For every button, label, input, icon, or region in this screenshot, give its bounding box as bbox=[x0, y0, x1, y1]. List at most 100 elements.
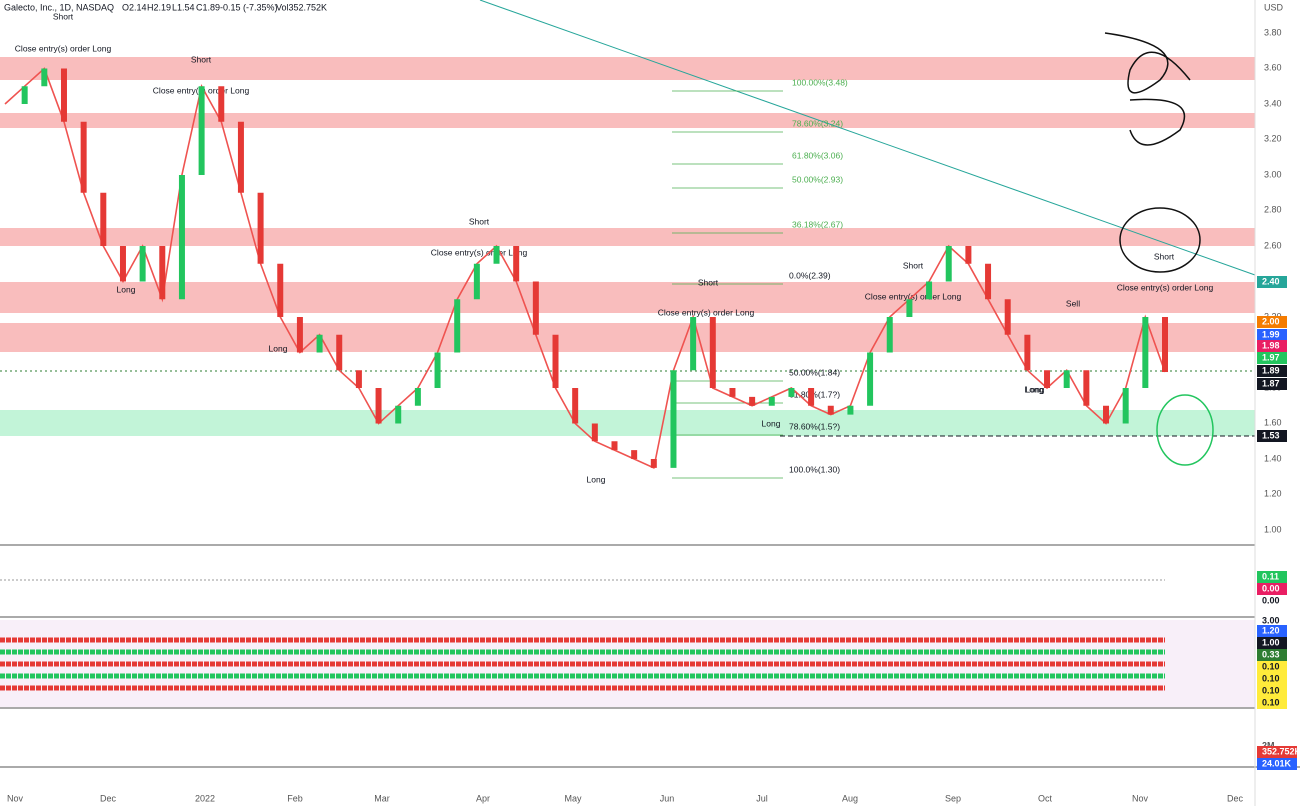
signal-label: Long bbox=[762, 418, 781, 428]
indicator-badge bbox=[1257, 637, 1287, 649]
support-zone bbox=[0, 410, 1255, 436]
candle bbox=[41, 68, 48, 87]
indicator-badge bbox=[1257, 661, 1287, 673]
candle bbox=[296, 317, 303, 353]
indicator-badge bbox=[1257, 697, 1287, 709]
indicator-badge-label: 1.00 bbox=[1262, 637, 1280, 647]
candle bbox=[808, 388, 815, 406]
fib-label: 100.0%(1.30) bbox=[789, 464, 840, 474]
candle bbox=[867, 352, 874, 406]
candle bbox=[1024, 334, 1031, 371]
osc-badge bbox=[1257, 595, 1287, 607]
signal-label: Close entry(s) order Long bbox=[1117, 282, 1214, 292]
candle bbox=[611, 441, 618, 451]
candle bbox=[139, 246, 146, 282]
price-badge-label: 1.99 bbox=[1262, 329, 1280, 339]
price-badge-label: 1.89 bbox=[1262, 365, 1280, 375]
x-tick-label: Feb bbox=[287, 793, 303, 803]
header-open: O2.14 bbox=[122, 2, 147, 12]
candle bbox=[513, 246, 520, 282]
signal-label: Short bbox=[698, 277, 719, 287]
x-tick-label: 2022 bbox=[195, 793, 215, 803]
x-tick-label: Mar bbox=[374, 793, 390, 803]
candle bbox=[80, 121, 87, 193]
candle bbox=[886, 317, 893, 353]
candle bbox=[729, 388, 736, 397]
header-change: -0.15 (-7.35%) bbox=[220, 2, 278, 12]
candle bbox=[945, 246, 952, 282]
x-tick-label: Aug bbox=[842, 793, 858, 803]
candle bbox=[906, 299, 913, 317]
signal-label: Short bbox=[191, 54, 212, 64]
y-tick-label: 1.40 bbox=[1264, 453, 1282, 463]
price-badge-label: 2.40 bbox=[1262, 276, 1280, 286]
hand-drawing bbox=[1104, 32, 1191, 94]
y-tick-label: 1.20 bbox=[1264, 488, 1282, 498]
candle bbox=[316, 334, 323, 353]
candle bbox=[1044, 370, 1051, 388]
candle bbox=[178, 175, 185, 300]
signal-label: Long bbox=[117, 284, 136, 294]
candle bbox=[21, 86, 28, 104]
moving-average bbox=[479, 0, 1256, 276]
indicator-badge-label: 0.10 bbox=[1262, 685, 1280, 695]
fib-label: 61.80%(1.7?) bbox=[789, 389, 840, 399]
fib-label: 61.80%(3.06) bbox=[792, 150, 843, 160]
candle bbox=[926, 281, 933, 300]
candle bbox=[1122, 388, 1129, 424]
candle bbox=[473, 263, 480, 300]
indicator-badge-label: 1.20 bbox=[1262, 625, 1280, 635]
candle bbox=[749, 396, 756, 406]
candle bbox=[198, 86, 205, 175]
candle bbox=[355, 370, 362, 388]
price-badge-label: 1.97 bbox=[1262, 352, 1280, 362]
candle bbox=[591, 423, 598, 442]
candle bbox=[985, 263, 992, 300]
fib-label: 0.0%(2.39) bbox=[789, 270, 831, 280]
candle bbox=[788, 388, 795, 397]
indicator-badge-label: 3.00 bbox=[1262, 615, 1280, 625]
volume-badge-label: 2M bbox=[1262, 740, 1275, 750]
price-line bbox=[4, 67, 1166, 470]
header-title: Galecto, Inc., 1D, NASDAQ bbox=[4, 2, 114, 12]
indicator-badge-label: 0.10 bbox=[1262, 661, 1280, 671]
drawings bbox=[1104, 32, 1214, 466]
candle bbox=[650, 459, 657, 468]
signal-label: Long bbox=[1026, 384, 1045, 394]
candle bbox=[709, 317, 716, 388]
indicator-badge bbox=[1257, 649, 1287, 661]
price-badge-label: 1.98 bbox=[1262, 340, 1280, 350]
price-badge bbox=[1257, 316, 1287, 328]
signal-label: Long bbox=[587, 474, 606, 484]
y-tick-label: 2.60 bbox=[1264, 240, 1282, 250]
candle bbox=[690, 317, 697, 371]
osc-badge-label: 0.11 bbox=[1262, 571, 1279, 581]
candle bbox=[1142, 317, 1149, 388]
price-badge bbox=[1257, 430, 1287, 442]
price-badge bbox=[1257, 340, 1287, 352]
candle bbox=[218, 86, 225, 122]
candle bbox=[1103, 405, 1110, 424]
header-high: H2.19 bbox=[147, 2, 171, 12]
candle bbox=[631, 450, 638, 459]
y-tick-label: 3.20 bbox=[1264, 133, 1282, 143]
indicator-badge-label: 0.10 bbox=[1262, 673, 1280, 683]
candle bbox=[670, 370, 677, 468]
x-tick-label: Sep bbox=[945, 793, 961, 803]
y-tick-label: 3.60 bbox=[1264, 62, 1282, 72]
header-close: C1.89 bbox=[196, 2, 220, 12]
candle bbox=[768, 396, 775, 406]
candle bbox=[414, 388, 421, 406]
candle bbox=[100, 192, 107, 246]
price-badge bbox=[1257, 329, 1287, 341]
fib-label: 78.60%(3.24) bbox=[792, 118, 843, 128]
price-badge bbox=[1257, 378, 1287, 390]
osc-badge-label: 0.00 bbox=[1262, 595, 1280, 605]
header-volume: Vol352.752K bbox=[276, 2, 327, 12]
resistance-zone bbox=[0, 323, 1255, 352]
candle bbox=[336, 334, 343, 371]
indicator-badge bbox=[1257, 615, 1287, 627]
signal-label: Short bbox=[469, 216, 490, 226]
x-tick-label: May bbox=[564, 793, 582, 803]
